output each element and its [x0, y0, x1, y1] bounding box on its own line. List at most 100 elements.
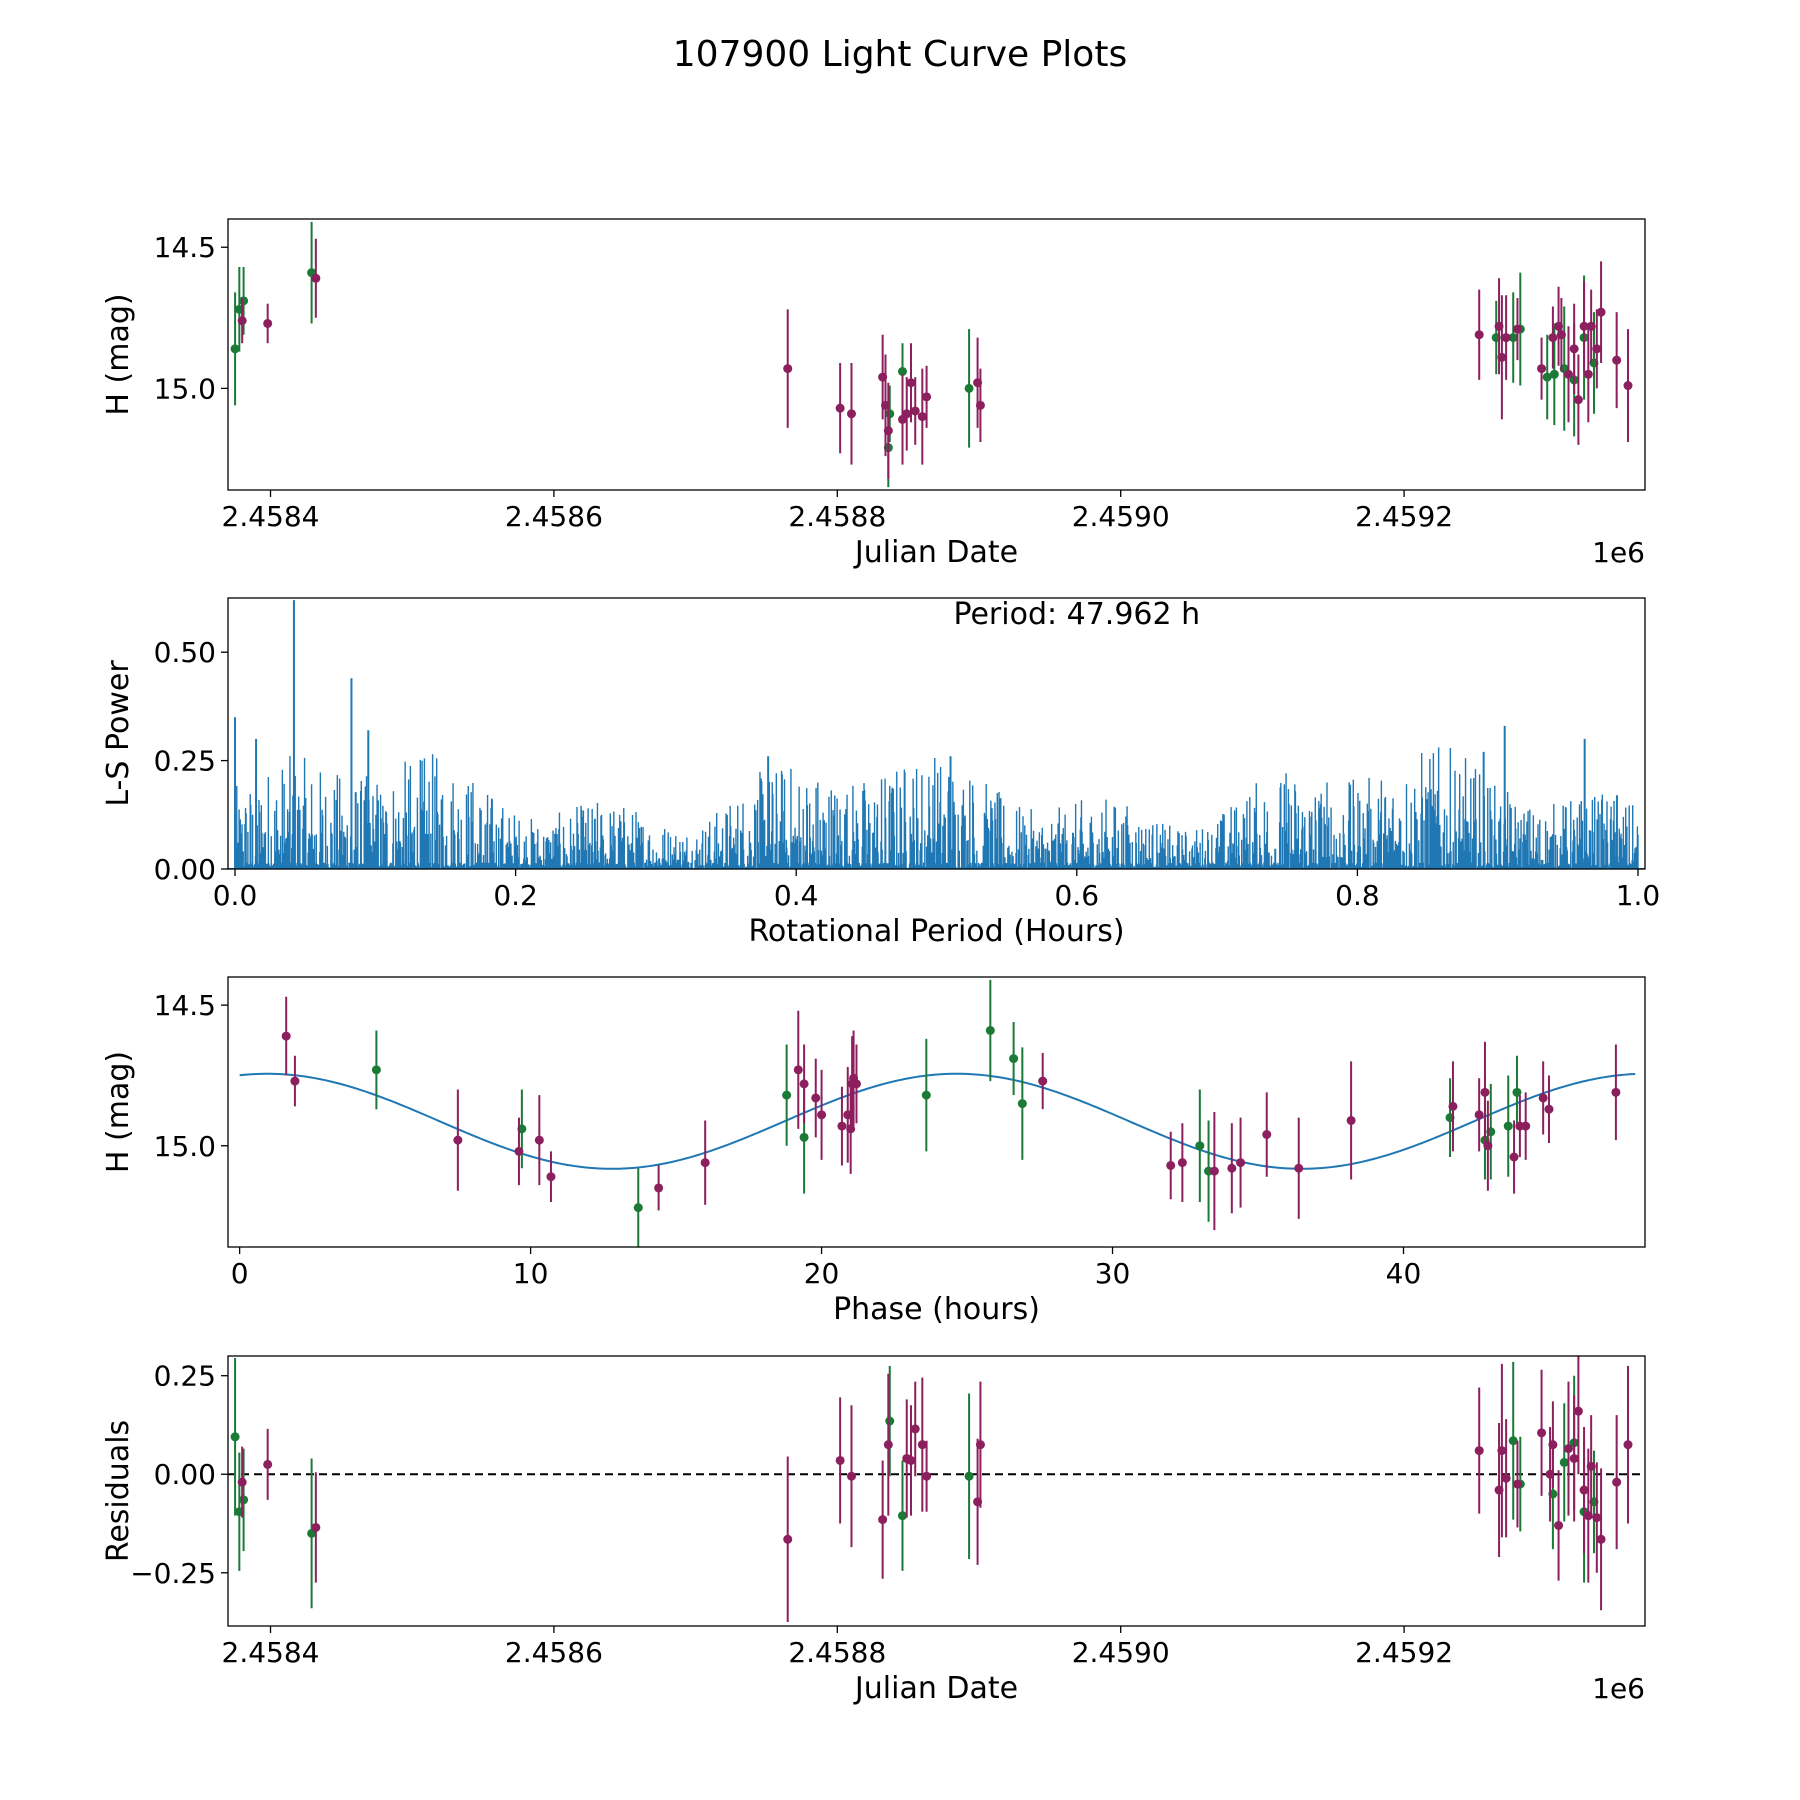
x-offset-label: 1e6 — [1592, 536, 1645, 569]
x-tick-label: 0.2 — [493, 879, 538, 912]
chart-panels: 2.4584 2.4586 2.4588 2.4590 2.4592 15.0 14.5 Ju… — [101, 218, 1661, 1706]
data-point — [1592, 344, 1602, 354]
x-tick-label: 2.4588 — [788, 500, 886, 533]
data-point — [1623, 381, 1633, 391]
data-point — [817, 1110, 827, 1120]
data-point — [371, 1065, 381, 1075]
data-point — [1177, 1158, 1187, 1168]
data-point — [917, 412, 927, 422]
data-point — [902, 409, 912, 419]
axes-frame — [227, 976, 1646, 1248]
data-point — [263, 318, 273, 328]
data-point — [1548, 1440, 1558, 1450]
data-point — [230, 1432, 240, 1442]
data-point — [897, 366, 907, 376]
data-point — [239, 296, 249, 306]
data-point — [1512, 1479, 1522, 1489]
x-tick-label: 30 — [1095, 1257, 1131, 1290]
data-point — [237, 1477, 247, 1487]
data-point — [1508, 333, 1518, 343]
data-point — [1195, 1141, 1205, 1151]
data-point — [1346, 1115, 1356, 1125]
data-point — [1262, 1130, 1272, 1139]
data-point — [1537, 1428, 1547, 1438]
data-point — [837, 1121, 847, 1131]
data-point — [917, 1440, 927, 1450]
figure-title: 107900 Light Curve Plots — [673, 34, 1127, 75]
data-point — [1586, 321, 1596, 331]
data-point — [922, 392, 932, 402]
x-tick-label: 2.4586 — [505, 1636, 603, 1669]
data-point — [1480, 1087, 1490, 1097]
axes-frame — [227, 597, 1646, 870]
data-point — [1009, 1054, 1019, 1064]
data-point — [1596, 307, 1606, 317]
axes-frame — [227, 1355, 1646, 1627]
model-curve — [239, 1072, 1636, 1170]
x-tick-label: 2.4584 — [222, 500, 320, 533]
data-point — [910, 1424, 920, 1434]
x-tick-label: 0.6 — [1055, 879, 1100, 912]
data-point — [964, 1471, 974, 1481]
data-point — [534, 1135, 544, 1145]
data-point — [1569, 1453, 1579, 1463]
data-point — [1448, 1101, 1458, 1111]
data-point — [1563, 1444, 1573, 1454]
plot-area — [228, 600, 1645, 869]
panel-residuals: 2.4584 2.4586 2.4588 2.4590 2.4592 0.25 0.00 −0… — [101, 1355, 1646, 1706]
data-point — [1017, 1099, 1027, 1109]
data-point — [885, 409, 895, 419]
x-tick-label: 40 — [1386, 1257, 1422, 1290]
data-point — [783, 364, 793, 374]
data-point — [230, 344, 240, 354]
data-point — [799, 1079, 809, 1089]
x-tick-label: 2.4584 — [222, 1636, 320, 1669]
data-point — [1559, 1457, 1569, 1467]
plot-area — [230, 221, 1633, 488]
data-point — [1563, 369, 1573, 379]
data-point — [1521, 1121, 1531, 1131]
x-tick-label: 2.4586 — [505, 500, 603, 533]
y-tick-label: 15.0 — [154, 1130, 216, 1163]
data-point — [1612, 355, 1622, 365]
period-annotation: Period: 47.962 h — [953, 597, 1200, 632]
data-point — [1544, 1104, 1554, 1114]
y-axis-label: H (mag) — [101, 293, 136, 415]
plot-area — [228, 1356, 1645, 1623]
data-point — [1509, 1152, 1519, 1162]
data-point — [1612, 1477, 1622, 1487]
data-point — [514, 1146, 524, 1156]
x-tick-label: 2.4588 — [788, 1636, 886, 1669]
data-point — [1579, 321, 1589, 331]
series-purple — [237, 1356, 1633, 1623]
y-tick-label: 15.0 — [154, 372, 216, 405]
x-tick-label: 2.4592 — [1355, 1636, 1453, 1669]
plot-area — [239, 979, 1636, 1247]
data-point — [922, 1471, 932, 1481]
data-point — [1583, 369, 1593, 379]
x-axis-label: Julian Date — [853, 535, 1018, 570]
data-point — [1512, 324, 1522, 334]
data-point — [1497, 1446, 1507, 1456]
y-tick-label: 0.50 — [154, 636, 216, 669]
data-point — [1592, 1513, 1602, 1523]
data-point — [311, 273, 321, 283]
data-point — [1503, 1121, 1513, 1131]
x-tick-label: 1.0 — [1616, 879, 1661, 912]
x-offset-label: 1e6 — [1592, 1672, 1645, 1705]
data-point — [1556, 330, 1566, 340]
data-point — [1512, 1087, 1522, 1097]
data-point — [1549, 369, 1559, 379]
data-point — [1474, 1446, 1484, 1456]
data-point — [885, 1416, 895, 1426]
data-point — [846, 409, 856, 419]
data-point — [1483, 1141, 1493, 1151]
data-point — [633, 1203, 643, 1213]
y-tick-label: 14.5 — [154, 231, 216, 264]
data-point — [883, 1440, 893, 1450]
data-point — [237, 316, 247, 326]
data-point — [1573, 1406, 1583, 1416]
data-point — [1538, 1093, 1548, 1103]
data-point — [835, 1455, 845, 1465]
data-point — [1537, 364, 1547, 374]
